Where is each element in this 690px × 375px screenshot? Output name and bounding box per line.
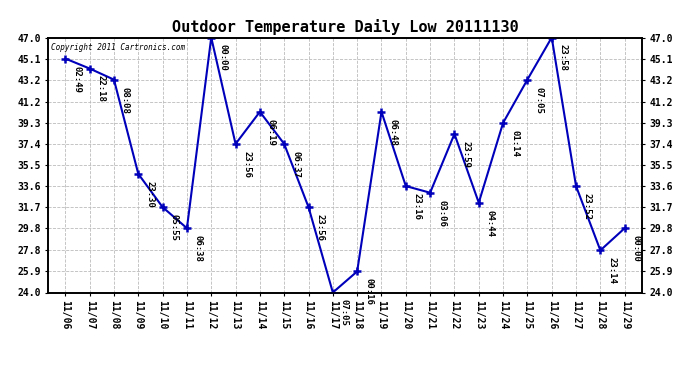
Text: 07:05: 07:05 (534, 87, 543, 114)
Text: Copyright 2011 Cartronics.com: Copyright 2011 Cartronics.com (51, 43, 186, 52)
Text: 23:56: 23:56 (315, 214, 324, 241)
Text: 23:14: 23:14 (607, 257, 616, 284)
Text: 06:38: 06:38 (194, 235, 203, 262)
Text: 08:08: 08:08 (121, 87, 130, 114)
Text: 00:00: 00:00 (218, 45, 227, 71)
Text: 07:05: 07:05 (339, 300, 348, 326)
Text: 23:56: 23:56 (242, 151, 252, 178)
Text: 00:00: 00:00 (631, 235, 640, 262)
Text: 06:19: 06:19 (267, 119, 276, 146)
Text: 00:16: 00:16 (364, 278, 373, 305)
Text: 02:49: 02:49 (72, 66, 81, 92)
Text: 04:44: 04:44 (486, 210, 495, 237)
Text: 23:30: 23:30 (145, 181, 155, 208)
Text: 05:55: 05:55 (170, 214, 179, 241)
Text: 23:59: 23:59 (462, 141, 471, 168)
Text: 03:06: 03:06 (437, 200, 446, 226)
Title: Outdoor Temperature Daily Low 20111130: Outdoor Temperature Daily Low 20111130 (172, 19, 518, 35)
Text: 22:18: 22:18 (97, 75, 106, 102)
Text: 23:58: 23:58 (559, 45, 568, 71)
Text: 23:16: 23:16 (413, 193, 422, 220)
Text: 06:37: 06:37 (291, 151, 300, 178)
Text: 23:52: 23:52 (583, 193, 592, 220)
Text: 06:48: 06:48 (388, 119, 397, 146)
Text: 01:14: 01:14 (510, 130, 519, 157)
